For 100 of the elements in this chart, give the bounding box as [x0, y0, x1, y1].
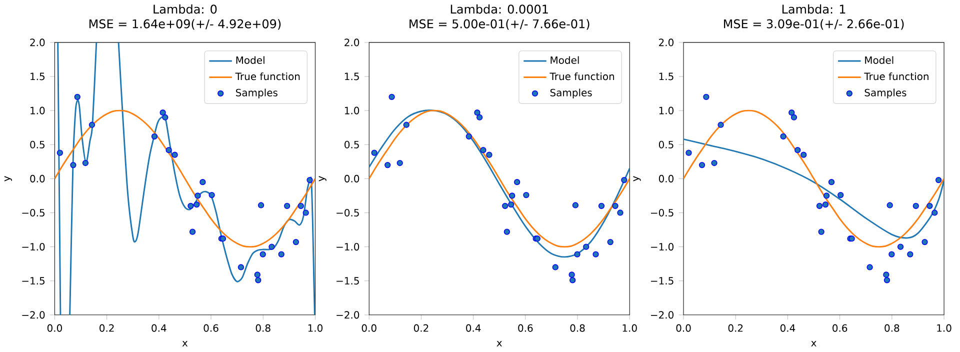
point — [384, 162, 391, 168]
x-tick-label: 0.2 — [414, 324, 428, 332]
y-tick-label: −1.0 — [650, 243, 674, 251]
point — [686, 150, 692, 156]
point — [151, 133, 158, 140]
y-axis-title: y — [633, 176, 641, 182]
point — [278, 251, 284, 258]
y-tick-label: 0.5 — [344, 140, 359, 148]
point — [388, 94, 395, 100]
chart-title: Lambda: 0 — [154, 4, 217, 14]
point — [922, 239, 928, 246]
x-tick-label: 0.8 — [256, 324, 270, 332]
legend-label: Model — [550, 56, 579, 64]
y-tick-label: 0.0 — [30, 174, 45, 183]
x-tick-label: 1.0 — [308, 324, 322, 332]
legend-label: True function — [235, 72, 300, 80]
x-tick-label: 0.0 — [362, 324, 376, 332]
y-axis-title: y — [4, 176, 12, 182]
y-tick-label: −1.5 — [650, 277, 674, 285]
point — [160, 110, 166, 116]
y-tick-label: −2.0 — [650, 311, 674, 319]
point — [883, 272, 890, 278]
legend-label: Model — [865, 56, 894, 64]
y-tick-label: 2.0 — [659, 38, 674, 46]
point — [258, 202, 264, 208]
point — [502, 202, 508, 210]
point — [476, 114, 483, 121]
point — [200, 179, 206, 186]
y-tick-label: 1.5 — [30, 72, 44, 80]
chart-subtitle: MSE = 5.00e-01(+/- 7.66e-01) — [410, 19, 590, 30]
point — [474, 110, 480, 116]
point — [612, 202, 618, 210]
point — [621, 177, 628, 184]
point — [823, 192, 830, 199]
y-tick-label: 1.0 — [659, 106, 674, 114]
point — [82, 160, 89, 166]
point — [884, 277, 890, 284]
point — [935, 177, 942, 184]
point — [552, 264, 558, 270]
point — [583, 244, 590, 250]
x-tick-label: 0.2 — [100, 324, 114, 332]
point — [570, 277, 576, 284]
legend-label: Samples — [550, 88, 592, 98]
x-tick-label: 0.8 — [570, 324, 585, 332]
point — [828, 179, 835, 186]
x-tick-label: 0.4 — [152, 324, 166, 332]
x-axis-title: x — [496, 341, 502, 346]
x-tick-label: 0.6 — [832, 324, 848, 332]
point — [514, 179, 520, 186]
y-tick-label: −0.5 — [650, 209, 674, 217]
point — [254, 272, 260, 278]
y-tick-label: −0.5 — [336, 209, 359, 217]
x-tick-label: 0.2 — [728, 324, 743, 332]
point — [912, 202, 919, 210]
chart-subtitle: MSE = 1.64e+09(+/- 4.92e+09) — [89, 19, 281, 30]
point — [926, 202, 933, 210]
point — [932, 210, 938, 216]
point — [88, 122, 96, 128]
x-tick-label: 1.0 — [622, 324, 637, 332]
y-tick-label: 0.0 — [344, 174, 360, 183]
x-tick-label: 0.8 — [884, 324, 900, 332]
point — [298, 202, 304, 210]
point — [800, 152, 807, 158]
point — [466, 133, 472, 140]
point — [508, 202, 514, 208]
point — [711, 160, 718, 166]
x-tick-label: 1.0 — [937, 324, 952, 332]
y-tick-label: −2.0 — [336, 311, 360, 319]
y-tick-label: 2.0 — [344, 38, 360, 46]
y-tick-label: −0.5 — [22, 209, 44, 217]
chart-title: Lambda: 1 — [782, 4, 846, 14]
point — [866, 264, 873, 270]
legend-label: Samples — [864, 88, 906, 98]
point — [718, 122, 724, 128]
point — [189, 228, 196, 235]
point — [268, 244, 275, 250]
point — [822, 202, 829, 208]
point — [838, 192, 844, 198]
y-axis-title: y — [318, 176, 326, 182]
point — [523, 192, 530, 198]
point — [617, 210, 624, 216]
point — [888, 251, 895, 258]
point — [886, 202, 893, 208]
point — [607, 239, 614, 246]
x-tick-label: 0.4 — [466, 324, 481, 332]
chart-title: Lambda: 0.0001 — [450, 4, 548, 14]
point — [816, 202, 823, 210]
point — [292, 239, 300, 246]
point — [306, 177, 313, 184]
legend-label: True function — [864, 72, 928, 80]
point — [509, 192, 516, 199]
point — [403, 122, 410, 128]
point — [70, 162, 76, 168]
point — [188, 202, 194, 210]
point — [818, 228, 824, 235]
point — [480, 147, 486, 154]
y-tick-label: −1.0 — [22, 243, 45, 251]
y-tick-label: 1.0 — [30, 106, 45, 114]
point — [172, 152, 178, 158]
point — [255, 277, 262, 284]
